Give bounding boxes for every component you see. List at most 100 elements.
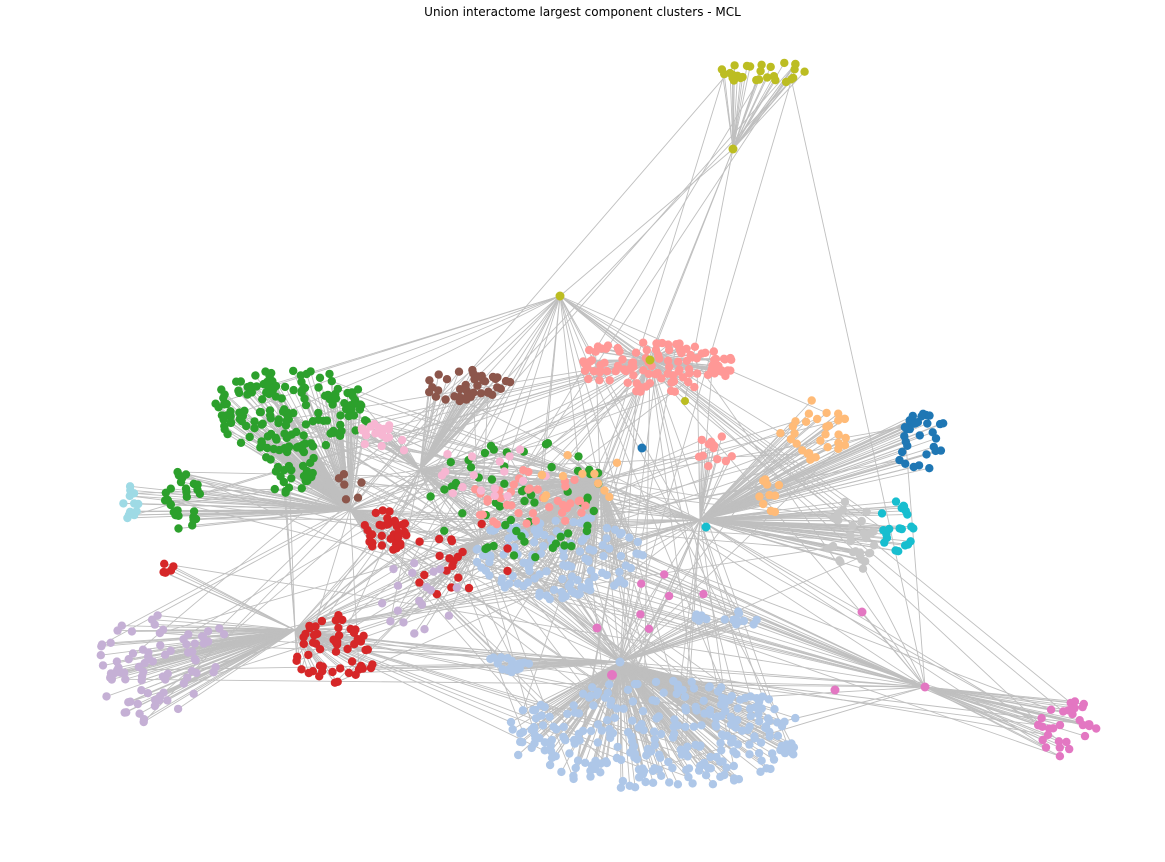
node [163,696,172,705]
node [325,369,334,379]
node [736,695,745,704]
edge [180,481,351,511]
node [595,367,605,377]
edge [559,295,792,440]
edge [170,570,296,631]
node [840,414,849,423]
edge [699,539,926,688]
node [790,65,799,74]
node [496,384,505,393]
node [577,583,586,592]
node [668,763,677,773]
node [393,606,402,615]
node [384,519,393,529]
node [393,581,403,590]
node [822,408,831,418]
node [841,433,850,443]
node [513,579,522,588]
edge [208,629,296,643]
node [590,469,599,478]
node [766,62,775,72]
node [922,450,931,459]
node [377,541,387,550]
node [311,639,321,648]
node [626,748,635,757]
node [719,731,728,740]
node [545,503,554,512]
node [339,470,349,479]
node [279,477,288,487]
node [331,647,341,656]
edge [213,629,296,673]
node [292,427,301,437]
node [502,500,512,510]
node [718,757,727,766]
node [834,444,843,453]
node [284,461,294,471]
node [301,476,310,486]
edge [619,344,677,663]
edge [723,686,926,737]
node [280,382,290,392]
node [570,475,579,485]
node [211,663,220,672]
node [182,487,191,497]
edge [593,479,601,577]
node [458,547,467,557]
node [518,476,528,486]
node [483,497,492,506]
node [243,390,252,399]
node [726,353,735,363]
node [370,419,379,429]
edge [419,469,1043,741]
edge [163,563,296,631]
node [1038,735,1047,745]
nodes [96,58,1101,792]
node [731,723,740,732]
node [124,655,133,664]
node [665,345,674,355]
node [397,435,407,445]
node [658,338,667,348]
node [766,764,775,774]
node [677,349,686,358]
node [589,506,598,516]
edge [619,574,665,663]
node [537,470,547,480]
edge [699,460,727,521]
node [690,382,699,392]
edge [535,295,561,521]
node [615,567,624,577]
node [787,75,796,84]
node [106,638,115,647]
node [113,626,122,635]
node [371,508,380,518]
node [475,510,485,520]
node [899,501,908,510]
node [436,565,445,574]
node [435,551,444,561]
node [506,717,516,727]
node [563,529,573,538]
node [721,456,731,466]
node [172,506,182,515]
node [756,738,766,747]
edge [386,469,421,525]
node [344,668,354,678]
node [684,764,694,773]
node [357,478,366,487]
node [680,746,690,755]
node [351,670,360,679]
node [612,458,622,467]
node [481,544,490,554]
node [273,462,283,472]
node [1065,744,1074,754]
node [685,369,694,378]
node [360,521,369,530]
node [179,679,188,688]
node [159,688,168,697]
node [776,429,785,438]
node [396,541,405,550]
node [121,675,130,684]
node [712,752,721,762]
